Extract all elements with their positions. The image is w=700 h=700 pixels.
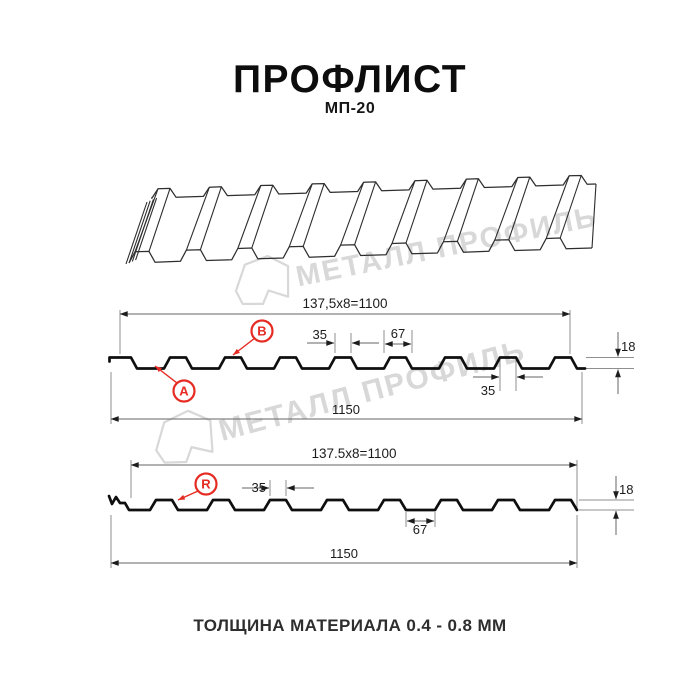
metall-profil-logo-watermark [234, 254, 290, 306]
point-label-a: A [179, 384, 189, 399]
dim-height: 18 [619, 482, 633, 497]
sheet-3d-line [559, 175, 582, 239]
dim-rib-top-2: 35 [481, 383, 495, 398]
sheet-3d-line [131, 199, 154, 262]
point-marker-r [194, 472, 218, 496]
sheet-3d-line [125, 201, 148, 265]
sheet-3d-line [151, 174, 597, 199]
callout-arrow-a [154, 365, 178, 384]
callout-arrow-b [232, 337, 256, 356]
watermark-upper: МЕТАЛЛ ПРОФИЛЬ [234, 201, 600, 306]
sheet-3d-line [405, 180, 428, 244]
callout-arrow-r [177, 490, 199, 501]
sheet-3d-line [199, 186, 222, 250]
sheet-3d-line [128, 200, 151, 263]
sheet-3d-view [125, 174, 597, 265]
sheet-3d-line [442, 178, 467, 242]
dim-rib-top: 35 [313, 327, 327, 342]
material-thickness-note: ТОЛЩИНА МАТЕРИАЛА 0.4 - 0.8 ММ [193, 616, 507, 635]
point-marker-b [250, 319, 274, 343]
dim-module-label: 137,5x8=1100 [303, 296, 388, 311]
profile-model-subtitle: МП-20 [324, 100, 376, 117]
page-title: ПРОФЛИСТ [232, 58, 468, 101]
sheet-3d-line [302, 183, 325, 247]
dim-overall-width: 1150 [330, 546, 358, 561]
sheet-3d-line [288, 183, 313, 247]
sheet-3d-line [251, 185, 274, 249]
point-label-r: R [201, 477, 211, 492]
sheet-3d-line [545, 175, 570, 239]
profile-cross-section [108, 356, 587, 370]
sheet-3d-line [148, 188, 171, 252]
dim-rib-top: 35 [252, 480, 266, 495]
point-label-b: B [257, 324, 266, 339]
sheet-3d-line [508, 176, 531, 240]
dim-overall-width: 1150 [332, 402, 360, 417]
dim-height: 18 [621, 339, 635, 354]
point-marker-a [172, 379, 196, 403]
sheet-3d-line [391, 180, 416, 244]
dim-module-label: 137.5x8=1100 [312, 446, 397, 461]
profile-bottom-drawing: 137.5x8=1100 35 67 18 1150 [107, 446, 634, 568]
metall-profil-logo-watermark [155, 409, 214, 464]
sheet-3d-line [340, 182, 365, 246]
sheet-3d-line [354, 181, 377, 245]
sheet-3d-line [237, 185, 262, 249]
sheet-3d-line [591, 183, 597, 249]
sheet-3d-line [135, 197, 158, 261]
sheet-3d-line [494, 177, 519, 241]
sheet-3d-line [456, 178, 479, 242]
profile-top-drawing: 137,5x8=1100 35 67 35 18 [108, 296, 635, 424]
dim-rib-base: 67 [413, 522, 427, 537]
sheet-3d-line [185, 187, 210, 251]
dim-rib-base: 67 [391, 326, 405, 341]
profile-cross-section [107, 494, 579, 512]
